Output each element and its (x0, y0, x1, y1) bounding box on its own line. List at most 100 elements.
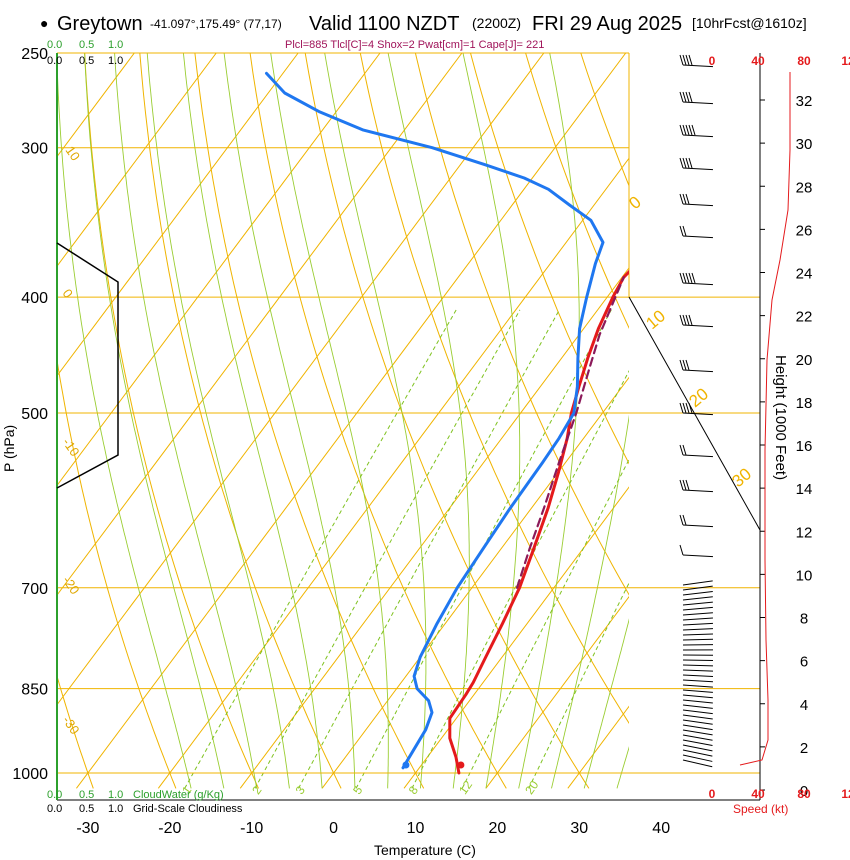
wind-barb (679, 444, 713, 458)
moist-adiabat-line (182, 53, 323, 789)
wind-barb-feather (685, 359, 690, 371)
y-axis-label: P (hPa) (1, 425, 17, 472)
title-date: FRI 29 Aug 2025 (532, 13, 682, 35)
wind-barb (682, 699, 713, 704)
moist-adiabat-line (223, 53, 356, 789)
wind-barb-shaft (682, 638, 714, 641)
speed-tick-label-top: 12 (841, 54, 850, 68)
height-tick-label: 4 (800, 697, 808, 714)
pressure-tick-label: 400 (21, 290, 48, 307)
bottom-cl-0: 0.0 (47, 803, 62, 815)
bottom-cl-2: 1.0 (108, 803, 123, 815)
wind-barb (682, 617, 713, 621)
top-cl-2: 1.0 (108, 55, 123, 67)
wind-barb-feather (682, 225, 687, 237)
temperature-tick-label: -30 (76, 820, 99, 837)
wind-barb (682, 601, 713, 606)
dry-adiabat-line (470, 53, 629, 465)
bottom-cloudwater-scale: 0.0 0.5 1.0 CloudWater (g/Kg) 0.0 0.5 1.… (47, 789, 243, 815)
axis-tick-layer: 250 300 400 500 700 850 1000 -30 -20 -10 0 10 20 30 40 (12, 46, 670, 837)
isobar-layer (57, 52, 760, 801)
mixing-ratio-line (355, 309, 612, 789)
speed-profile-line (739, 72, 791, 766)
wind-barb (682, 729, 713, 736)
chart-subtitle: Plcl=885 Tlcl[C]=4 Shox=2 Pwat[cm]=1 Cap… (285, 39, 544, 51)
wind-barb (679, 193, 713, 207)
moist-adiabat-line (551, 414, 629, 789)
moist-adiabat-line (57, 53, 192, 789)
wind-barb-shaft (682, 704, 713, 709)
wind-barb-shaft (682, 628, 713, 631)
wind-barb-shaft (682, 724, 713, 731)
wind-barb (679, 514, 713, 528)
speed-tick-label-bottom: 12 (841, 787, 850, 801)
wind-barb-shaft (682, 369, 713, 373)
wind-barb-shaft (682, 659, 714, 662)
height-tick-label: 26 (796, 222, 813, 239)
wind-barb (682, 590, 713, 596)
series-line-temperature (448, 269, 629, 775)
mixing-ratio-line (184, 309, 457, 789)
wind-barb (682, 679, 713, 683)
isotherm-line (57, 53, 381, 487)
mixing-ratio-line (411, 370, 629, 789)
title-utc: (2200Z) (472, 15, 521, 31)
wind-barb-feather (679, 91, 684, 103)
wind-barb (679, 272, 713, 286)
top-cl-0: 0.0 (47, 55, 62, 67)
temperature-tick-label: 20 (489, 820, 507, 837)
wind-barb-feather (679, 359, 684, 371)
wind-barb-feather (685, 124, 690, 136)
wind-barb-feather (682, 124, 687, 136)
wind-barb-feather (679, 544, 684, 556)
height-tick-label: 20 (796, 352, 813, 369)
mixing-ratio-line (254, 309, 521, 789)
isotherm-line (57, 53, 217, 268)
dry-adiabat-line (304, 53, 590, 789)
wind-barb-shaft (682, 674, 713, 677)
wind-barb-feather (685, 314, 690, 326)
surface-dewpoint-marker (402, 761, 410, 769)
wind-barb (682, 585, 713, 591)
height-tick-label: 14 (796, 481, 813, 498)
wind-barb (682, 638, 714, 641)
wind-barb-shaft (682, 590, 713, 596)
wind-barb (682, 694, 713, 699)
moist-adiabat-line (146, 53, 290, 789)
wind-barb-shaft (682, 606, 713, 611)
bottom-cl-label: Grid-Scale Cloudiness (133, 803, 243, 815)
height-tick-label: 2 (800, 740, 808, 757)
height-tick-label: 24 (796, 266, 813, 283)
wind-barb (679, 157, 713, 171)
wind-barb-shaft (682, 554, 713, 558)
wind-barb-shaft (682, 324, 713, 328)
series-line-dewpoint (265, 71, 605, 770)
height-tick-label: 18 (796, 395, 813, 412)
dry-adiabat-line (691, 53, 850, 788)
wind-barb (679, 314, 713, 328)
wind-barb (682, 709, 713, 715)
wind-barb-panel: 0246810121416182022242628303200404080801… (679, 53, 850, 801)
wind-barb-feather (685, 91, 690, 103)
pressure-tick-label: 500 (21, 406, 48, 423)
wind-barb (679, 54, 713, 68)
pressure-tick-label: 850 (21, 682, 48, 699)
wind-barb-shaft (682, 64, 713, 68)
bottom-cw-1: 0.5 (79, 789, 94, 801)
surface-temperature-marker (457, 761, 465, 769)
isotherm-label: 10 (63, 143, 84, 163)
dry-adiabat-line (525, 53, 629, 329)
wind-barb-feather (679, 514, 684, 526)
plot-area (57, 53, 629, 800)
wind-barb-feather (688, 157, 693, 169)
moist-adiabat-line (114, 53, 258, 789)
wind-barb-shaft (682, 714, 713, 720)
pressure-tick-label: 700 (21, 581, 48, 598)
wind-barb-feather (679, 444, 684, 456)
top-cw-0: 0.0 (47, 39, 62, 51)
wind-barb (679, 544, 713, 558)
wind-barb-shaft (682, 167, 713, 171)
wind-barb-feather (688, 124, 693, 136)
wind-barb (682, 739, 713, 747)
